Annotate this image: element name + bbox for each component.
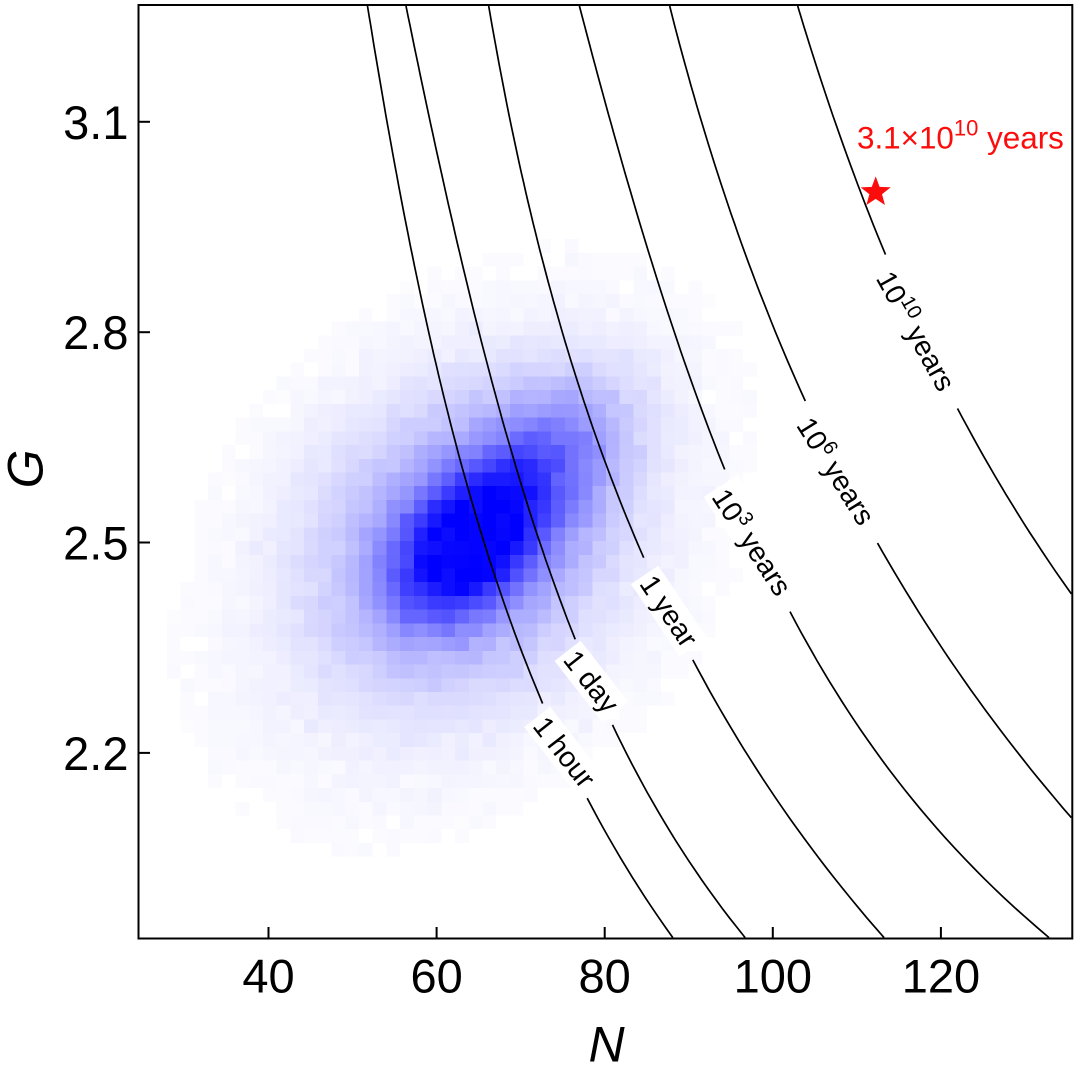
svg-text:60: 60: [410, 950, 462, 1003]
svg-text:120: 120: [902, 950, 980, 1003]
svg-text:100: 100: [734, 950, 812, 1003]
svg-text:2.2: 2.2: [63, 727, 128, 780]
svg-text:G: G: [0, 449, 54, 488]
svg-text:N: N: [589, 1017, 626, 1069]
svg-text:2.5: 2.5: [63, 517, 128, 570]
svg-text:80: 80: [579, 950, 631, 1003]
svg-text:2.8: 2.8: [63, 306, 128, 359]
svg-text:3.1: 3.1: [63, 96, 128, 149]
svg-text:40: 40: [242, 950, 294, 1003]
